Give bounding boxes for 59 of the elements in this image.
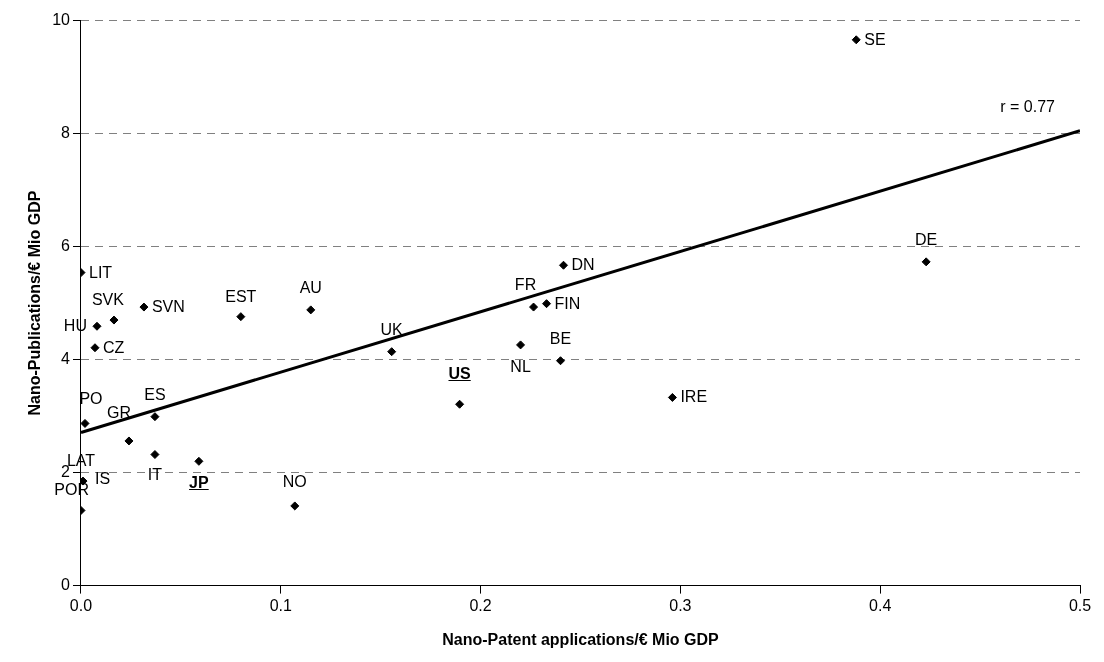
point bbox=[124, 436, 134, 446]
annotation: EST bbox=[225, 287, 257, 306]
annotation: FIN bbox=[554, 294, 581, 313]
annotation: LIT bbox=[88, 263, 113, 282]
annotation: JP bbox=[189, 474, 209, 493]
y-tick-label: 4 bbox=[61, 350, 71, 368]
annotation: IT bbox=[147, 465, 163, 484]
point bbox=[516, 340, 526, 350]
point bbox=[90, 343, 100, 353]
y-tick-label: 6 bbox=[61, 237, 71, 255]
annotation: BE bbox=[549, 329, 572, 348]
point bbox=[387, 347, 397, 357]
annotation: r = 0.77 bbox=[1000, 97, 1055, 116]
point bbox=[455, 399, 465, 409]
annotation: DE bbox=[915, 230, 938, 249]
x-tick-label: 0.4 bbox=[869, 596, 892, 614]
point bbox=[150, 412, 160, 422]
annotation: DN bbox=[571, 256, 595, 275]
y-axis-title: Nano-Publications/€ Mio GDP bbox=[26, 190, 44, 416]
annotation: SVN bbox=[151, 298, 185, 317]
annotation: FR bbox=[514, 276, 537, 295]
y-tick-label: 0 bbox=[61, 576, 71, 594]
point bbox=[290, 501, 300, 511]
point bbox=[109, 315, 119, 325]
point bbox=[667, 392, 677, 402]
annotation: GR bbox=[106, 403, 131, 422]
point bbox=[81, 418, 90, 428]
annotation: SE bbox=[864, 30, 886, 49]
point bbox=[529, 302, 539, 312]
point bbox=[542, 299, 552, 309]
point bbox=[92, 321, 102, 331]
x-tick-label: 0.2 bbox=[469, 596, 492, 614]
annotation: ES bbox=[144, 385, 166, 404]
x-tick-label: 0.5 bbox=[1068, 596, 1092, 614]
x-tick-label: 0.0 bbox=[69, 596, 93, 614]
annotation: CZ bbox=[102, 338, 125, 357]
point bbox=[559, 260, 569, 270]
point bbox=[556, 356, 566, 366]
x-tick-label: 0.1 bbox=[269, 596, 293, 614]
annotation: SVK bbox=[91, 291, 124, 310]
x-axis-title: Nano-Patent applications/€ Mio GDP bbox=[442, 630, 720, 648]
point bbox=[851, 35, 861, 45]
y-tick-label: 10 bbox=[52, 11, 71, 29]
annotation: IS bbox=[94, 470, 111, 489]
annotation: PO bbox=[79, 390, 103, 409]
annotation: IRE bbox=[680, 388, 708, 407]
x-tick-label: 0.3 bbox=[669, 596, 692, 614]
point bbox=[150, 450, 160, 460]
point bbox=[194, 456, 204, 466]
annotation: US bbox=[448, 365, 471, 384]
annotation: UK bbox=[380, 320, 403, 339]
point bbox=[921, 257, 931, 267]
annotation: AU bbox=[299, 278, 322, 297]
annotation: NO bbox=[282, 472, 307, 491]
y-tick-label: 8 bbox=[61, 124, 71, 142]
annotation: NL bbox=[510, 357, 531, 376]
point bbox=[306, 305, 316, 315]
point bbox=[236, 312, 246, 322]
point bbox=[139, 302, 149, 312]
